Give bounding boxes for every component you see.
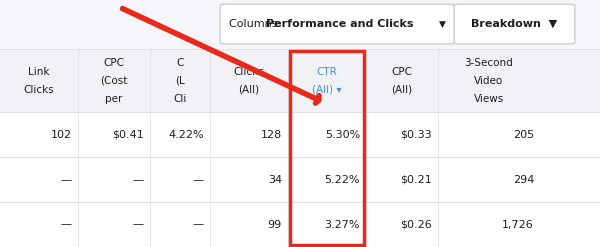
Text: —: — xyxy=(193,220,204,229)
Text: Clicks: Clicks xyxy=(23,85,55,95)
Text: 5.22%: 5.22% xyxy=(325,175,360,185)
Text: 99: 99 xyxy=(268,220,282,229)
Bar xyxy=(0,157,600,202)
Bar xyxy=(0,49,600,112)
Text: 3-Second: 3-Second xyxy=(464,58,514,68)
Text: —: — xyxy=(61,220,72,229)
Text: $0.33: $0.33 xyxy=(400,130,432,140)
Text: 294: 294 xyxy=(512,175,534,185)
Text: —: — xyxy=(193,175,204,185)
Bar xyxy=(0,0,600,49)
Text: Performance and Clicks: Performance and Clicks xyxy=(266,19,413,29)
Text: CPC: CPC xyxy=(391,67,413,77)
FancyBboxPatch shape xyxy=(454,4,575,44)
Text: $0.41: $0.41 xyxy=(112,130,144,140)
Text: 34: 34 xyxy=(268,175,282,185)
Text: —: — xyxy=(133,175,144,185)
Text: $0.21: $0.21 xyxy=(400,175,432,185)
Text: —: — xyxy=(61,175,72,185)
Text: Link: Link xyxy=(28,67,50,77)
Bar xyxy=(290,51,364,245)
Text: Columns:: Columns: xyxy=(229,19,285,29)
Text: 205: 205 xyxy=(513,130,534,140)
FancyBboxPatch shape xyxy=(220,4,455,44)
Text: CPC: CPC xyxy=(104,58,125,68)
Text: 4.22%: 4.22% xyxy=(169,130,204,140)
Text: ▼: ▼ xyxy=(439,20,446,29)
Text: 5.30%: 5.30% xyxy=(325,130,360,140)
Text: CTR: CTR xyxy=(317,67,337,77)
Bar xyxy=(0,202,600,247)
Text: Views: Views xyxy=(474,94,504,104)
Text: Video: Video xyxy=(475,76,503,86)
Text: (All): (All) xyxy=(391,85,413,95)
Text: Clicks: Clicks xyxy=(233,67,265,77)
Text: 3.27%: 3.27% xyxy=(325,220,360,229)
Text: (All) ▾: (All) ▾ xyxy=(312,85,342,95)
Text: $0.26: $0.26 xyxy=(400,220,432,229)
Text: per: per xyxy=(106,94,122,104)
Text: C: C xyxy=(176,58,184,68)
Text: —: — xyxy=(133,220,144,229)
Text: (L: (L xyxy=(175,76,185,86)
Text: 128: 128 xyxy=(261,130,282,140)
Text: Breakdown  ▼: Breakdown ▼ xyxy=(472,19,557,29)
Text: (All): (All) xyxy=(238,85,260,95)
Text: (Cost: (Cost xyxy=(100,76,128,86)
Bar xyxy=(0,112,600,157)
Text: Cli: Cli xyxy=(173,94,187,104)
Text: 1,726: 1,726 xyxy=(502,220,534,229)
Text: 102: 102 xyxy=(51,130,72,140)
